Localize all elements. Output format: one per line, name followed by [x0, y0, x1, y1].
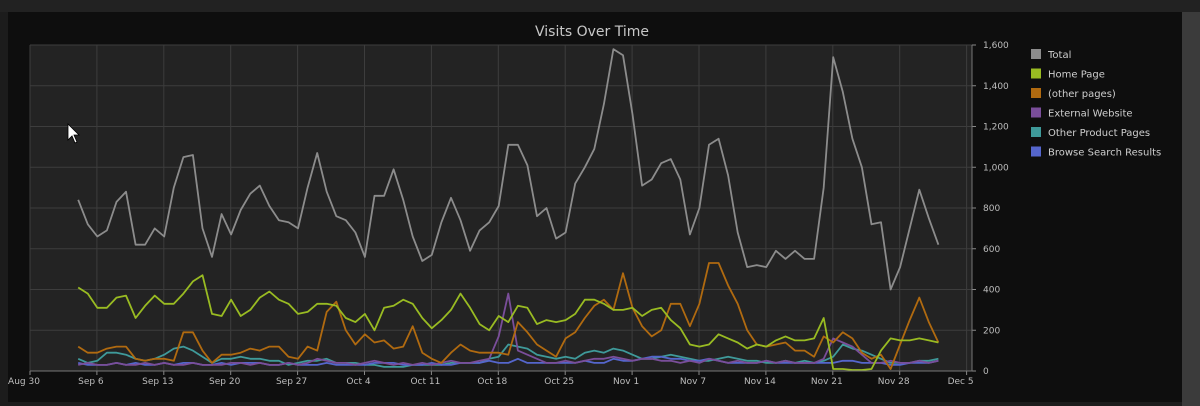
legend-label: Browse Search Results: [1048, 148, 1161, 159]
y-tick-label: 0: [983, 367, 989, 377]
legend-swatch: [1031, 88, 1041, 98]
series-line-total: [77, 48, 940, 291]
legend-swatch: [1031, 146, 1041, 157]
y-tick-label: 400: [983, 286, 1000, 296]
series-line-home-page: [77, 274, 939, 371]
x-tick-label: Nov 1: [613, 377, 639, 387]
x-tick-label: Sep 6: [78, 377, 104, 387]
x-tick-label: Oct 11: [410, 377, 440, 387]
y-tick-label: 1,400: [983, 82, 1009, 92]
x-tick-label: Nov 28: [878, 377, 910, 387]
x-tick-label: Oct 25: [544, 377, 574, 387]
legend-label: Total: [1047, 50, 1071, 61]
legend-swatch: [1031, 127, 1041, 137]
y-axis-ticks: 0 200 400 600 800 1,000 1,200 1,400 1,600: [971, 41, 1009, 377]
series-line-external-website: [78, 292, 939, 366]
x-tick-label: Aug 30: [8, 377, 40, 387]
y-tick-label: 600: [983, 245, 1000, 255]
y-tick-label: 1,000: [983, 163, 1009, 173]
x-tick-label: Sep 20: [209, 377, 241, 387]
legend-label: Home Page: [1048, 70, 1105, 81]
legend-label: External Website: [1048, 109, 1133, 120]
y-tick-label: 1,600: [983, 41, 1009, 51]
series-lines: [77, 48, 940, 371]
legend: Total Home Page (other pages) External Webs…: [1031, 49, 1161, 159]
x-tick-label: Nov 7: [680, 377, 706, 387]
legend-swatch: [1031, 107, 1041, 118]
legend-label: Other Product Pages: [1048, 128, 1150, 139]
y-tick-label: 800: [983, 204, 1000, 214]
legend-swatch: [1031, 49, 1041, 59]
x-tick-label: Sep 13: [142, 377, 173, 387]
x-axis-ticks: Aug 30 Sep 6 Sep 13 Sep 20 Sep 27 Oct 4 Oct 11…: [8, 370, 974, 387]
scrollbar-gutter[interactable]: [1182, 12, 1200, 406]
x-tick-label: Oct 18: [477, 377, 507, 387]
x-tick-label: Oct 4: [346, 377, 370, 387]
y-tick-label: 1,200: [983, 123, 1009, 133]
x-tick-label: Dec 5: [948, 377, 974, 387]
chart-title: Visits Over Time: [535, 24, 649, 40]
top-strip: [0, 0, 1200, 12]
series-line-other-pages: [77, 262, 940, 370]
legend-swatch: [1031, 68, 1041, 79]
y-tick-label: 200: [983, 326, 1000, 336]
mouse-cursor-icon: [67, 123, 80, 144]
x-tick-label: Sep 27: [276, 377, 307, 387]
legend-label: (other pages): [1048, 89, 1116, 100]
x-tick-label: Nov 21: [811, 377, 843, 387]
x-tick-label: Nov 14: [744, 377, 776, 387]
